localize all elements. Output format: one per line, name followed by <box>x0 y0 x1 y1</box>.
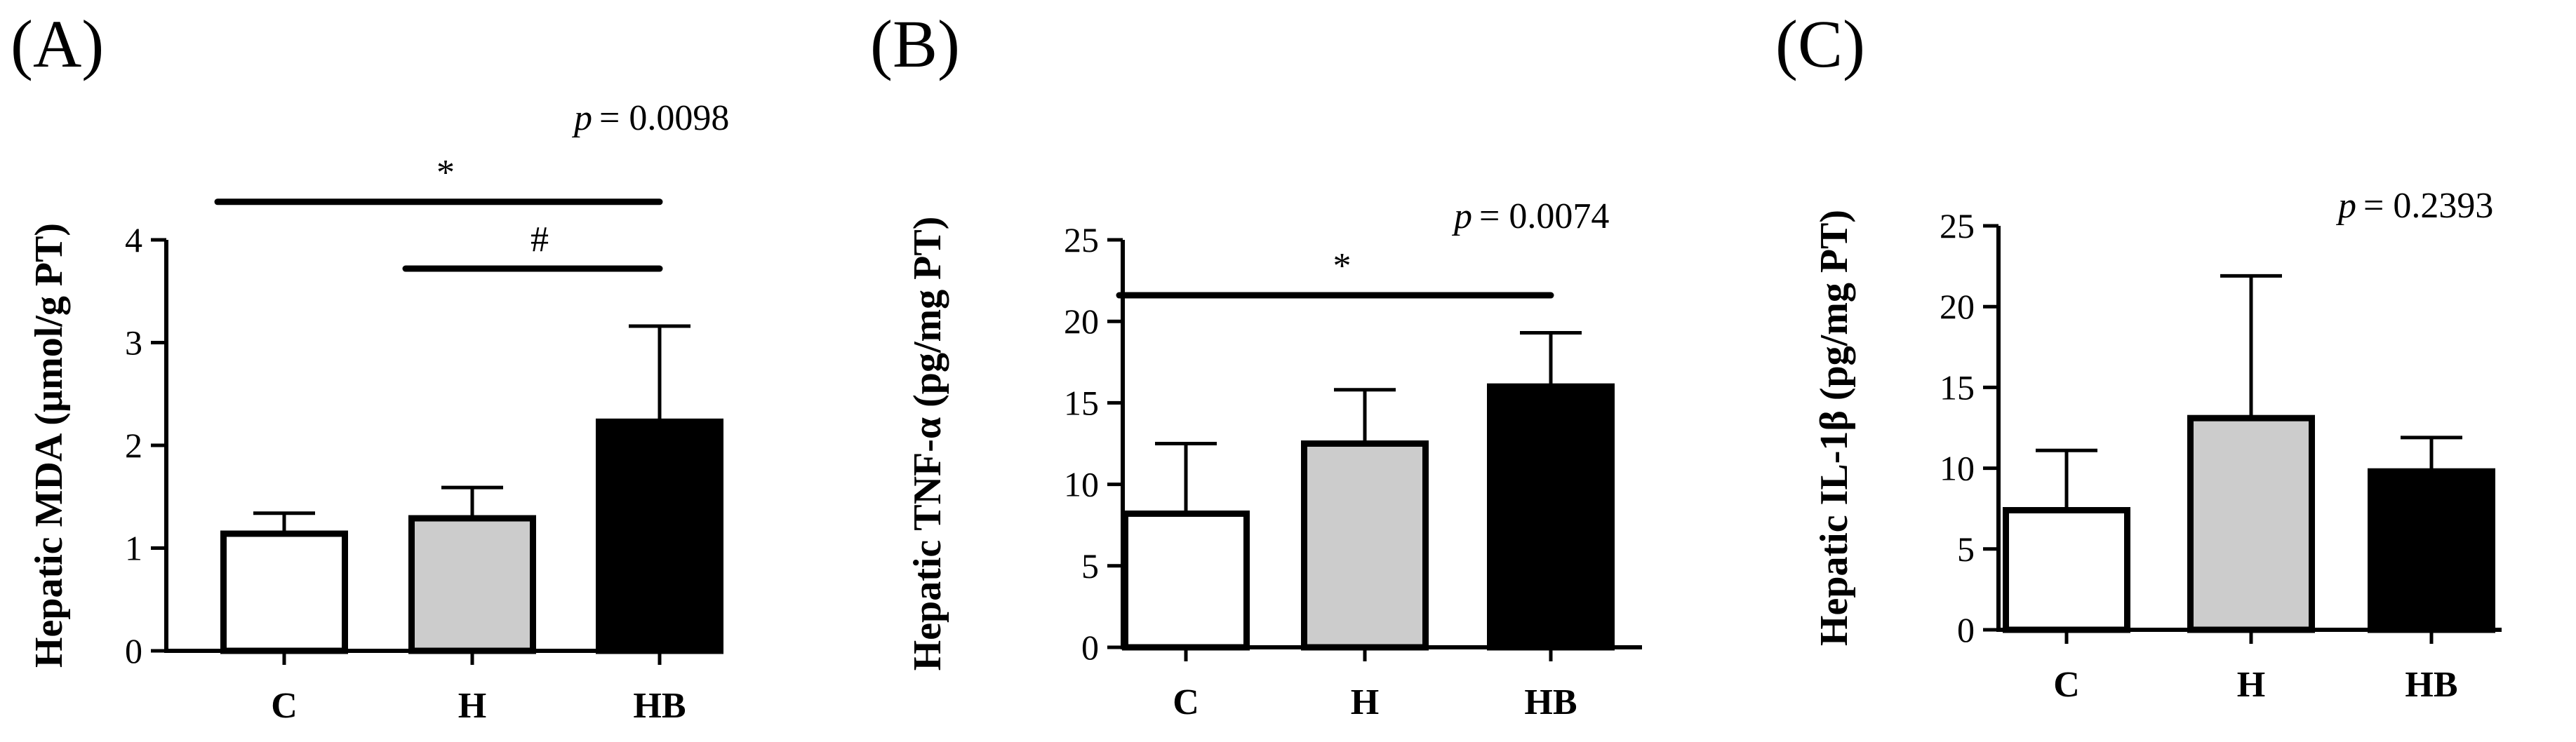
y-tick-label: 0 <box>125 631 142 670</box>
bar-hb <box>1487 383 1615 651</box>
p-symbol: p <box>1451 196 1472 236</box>
y-tick-label: 3 <box>125 323 142 363</box>
x-tick-label: H <box>2237 665 2265 705</box>
y-tick-label: 5 <box>1081 546 1099 586</box>
y-tick-label: 25 <box>1940 206 1975 245</box>
y-tick-label: 1 <box>125 529 142 568</box>
y-tick-label: 4 <box>125 220 142 259</box>
bar-hb <box>596 418 723 654</box>
p-value-text: = 0.0098 <box>599 98 729 138</box>
x-tick-label: C <box>271 686 298 726</box>
y-tick-label: 5 <box>1957 529 1975 569</box>
x-tick-label: H <box>1351 682 1379 722</box>
y-tick-label: 15 <box>1064 383 1099 422</box>
y-tick-label: 15 <box>1940 367 1975 407</box>
y-tick-label: 2 <box>125 426 142 465</box>
y-axis-label: Hepatic MDA (µmol/g PT) <box>27 223 71 668</box>
panel-b: (B) 0 5 10 15 20 25 Hepatic TNF-α (pg/mg PT) C H H… <box>870 6 1642 722</box>
p-symbol: p <box>571 98 592 138</box>
y-tick-label: 0 <box>1081 628 1099 667</box>
panel-label: (A) <box>11 6 104 81</box>
significance-label: # <box>530 220 549 259</box>
y-axis-label: Hepatic TNF-α (pg/mg PT) <box>906 217 949 671</box>
bar-hb <box>2368 468 2495 633</box>
p-value: p = 0.2393 <box>2335 186 2493 226</box>
x-tick-label: C <box>2053 665 2080 705</box>
x-tick-label: HB <box>2405 665 2457 705</box>
significance-label: * <box>1333 246 1352 286</box>
x-tick-label: C <box>1173 682 1199 722</box>
bar-c <box>2003 507 2130 633</box>
panel-label: (B) <box>870 6 960 81</box>
bar-h <box>2187 414 2315 633</box>
x-tick-label: HB <box>633 686 686 726</box>
y-tick-label: 10 <box>1940 449 1975 488</box>
panel-label: (C) <box>1775 6 1865 81</box>
bar-c <box>1122 510 1250 651</box>
y-tick-label: 10 <box>1064 465 1099 504</box>
bar-c <box>220 530 348 654</box>
bar-h <box>1301 440 1429 651</box>
p-value: p = 0.0074 <box>1451 196 1609 236</box>
x-tick-label: HB <box>1524 682 1577 722</box>
bar-h <box>408 515 536 654</box>
p-value: p = 0.0098 <box>571 98 729 138</box>
y-tick-label: 20 <box>1940 287 1975 326</box>
significance-label: * <box>436 153 455 193</box>
y-axis-label: Hepatic IL-1β (pg/mg PT) <box>1813 210 1856 646</box>
p-value-text: = 0.0074 <box>1479 196 1609 236</box>
y-tick-label: 20 <box>1064 302 1099 341</box>
p-value-text: = 0.2393 <box>2363 186 2493 226</box>
p-symbol: p <box>2335 186 2356 226</box>
panel-c: (C) 0 5 10 15 20 25 Hepatic IL-1β (pg/mg PT) C H H… <box>1775 6 2502 705</box>
x-tick-label: H <box>458 686 486 726</box>
panel-a: (A) 0 1 2 3 4 Hepatic MDA (µmol/g PT) C H HB p = 0.… <box>11 6 729 726</box>
y-tick-label: 25 <box>1064 220 1099 259</box>
y-tick-label: 0 <box>1957 610 1975 649</box>
